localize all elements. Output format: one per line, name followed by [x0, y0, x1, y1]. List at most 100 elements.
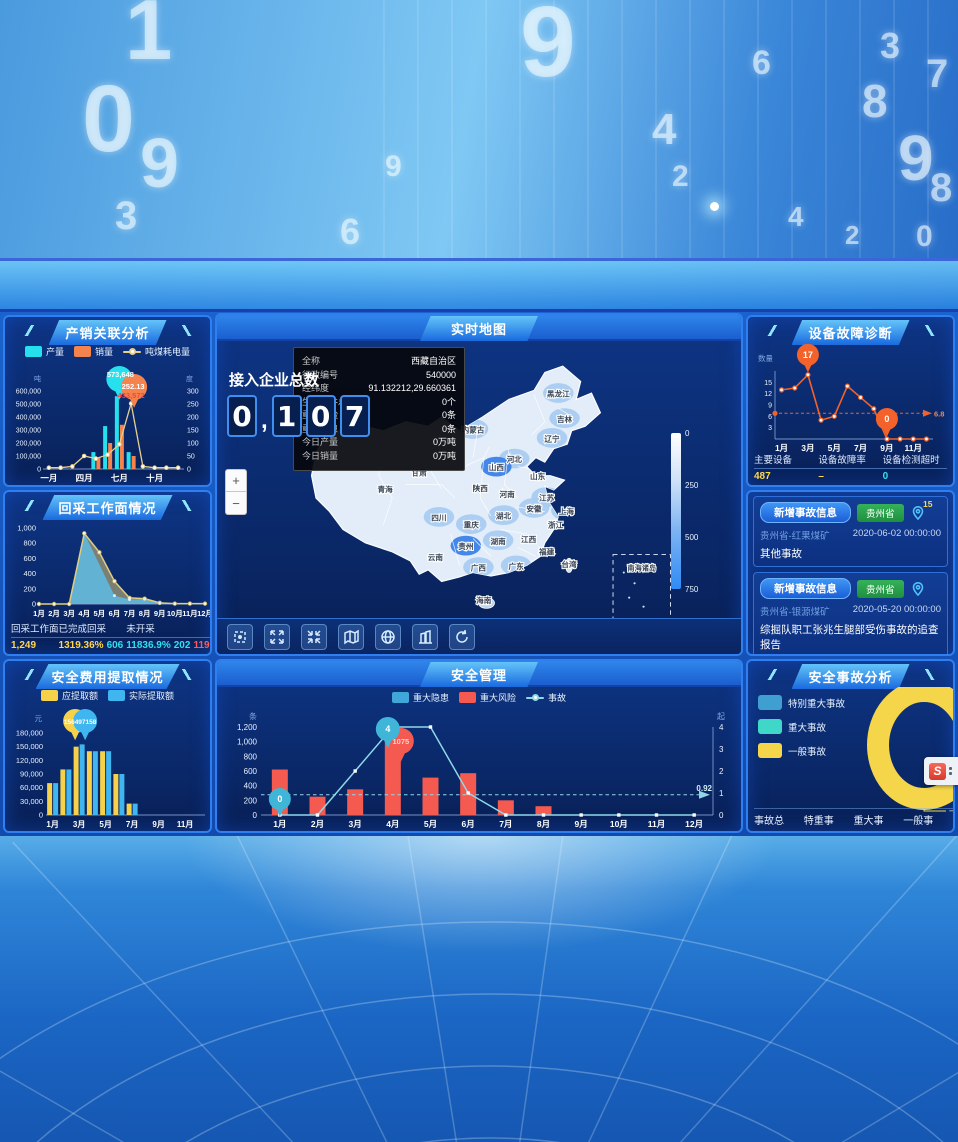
zoom-out-button[interactable]: − — [225, 492, 247, 515]
new-accident-button[interactable]: 新增事故信息 — [760, 578, 851, 599]
stat-item: 主要设备 487 — [754, 452, 819, 482]
background-number: 4 — [652, 105, 677, 154]
svg-text:800: 800 — [23, 539, 36, 548]
stat-label: 设备故障率 — [818, 452, 883, 469]
svg-text:1月: 1月 — [273, 819, 286, 829]
background-number: 8 — [862, 75, 888, 127]
accident-analysis-legend: 特别重大事故 重大事故 一般事故 — [758, 695, 845, 758]
device-fault-chart: 数量 15 12 9 6 3 1月 3月 5月 7月 9月 11月 6.8 17 0 — [749, 343, 953, 455]
accident-date: 2020-06-02 00:00:00 — [852, 528, 941, 539]
background-number: 3 — [880, 25, 901, 66]
crop-icon[interactable] — [227, 623, 253, 650]
legend-label: 产量 — [45, 347, 64, 357]
svg-text:150: 150 — [187, 428, 199, 435]
refresh-icon[interactable] — [449, 623, 475, 650]
panel-safety-fee: 安全费用提取情况 应提取额 实际提取额 元 180,000 150,000 120,00… — [3, 659, 212, 833]
tooltip-row: 行政编号 540000 — [302, 369, 456, 380]
stat-item: 设备故障率 – — [818, 452, 883, 482]
background-number: 4 — [788, 201, 804, 232]
globe-icon[interactable] — [375, 623, 401, 650]
province-label: 台湾 — [561, 559, 577, 569]
counter-digit: 7 — [339, 395, 370, 437]
svg-text:1,200: 1,200 — [237, 723, 258, 732]
svg-text:3月: 3月 — [73, 820, 85, 829]
background-number: 2 — [845, 220, 860, 250]
building-icon[interactable] — [412, 623, 438, 650]
svg-text:9: 9 — [768, 403, 772, 410]
legend-swatch — [73, 346, 91, 357]
svg-text:60,000: 60,000 — [20, 783, 43, 792]
stat-value: 487 — [754, 471, 771, 482]
accident-card: 新增事故信息 贵州省 贵州省-银源煤矿 2020-05-20 00:00:00 综掘队职… — [753, 572, 948, 654]
background-number: 0 — [82, 66, 135, 172]
svg-text:8月: 8月 — [537, 819, 550, 829]
map-body[interactable]: 黑龙江 吉林 辽宁 内蒙古 河北 山西 陕西 山东 河南 江苏 安徽 上海 浙江 湖北 重庆 四川 甘肃 青海 湖南… — [217, 341, 741, 621]
svg-text:0: 0 — [32, 600, 36, 609]
svg-text:15: 15 — [764, 380, 772, 387]
svg-text:200: 200 — [244, 796, 258, 805]
legend-swatch — [24, 346, 42, 357]
floating-widget-icon[interactable]: S — [929, 762, 946, 780]
svg-text:0: 0 — [37, 467, 41, 474]
svg-text:1月: 1月 — [46, 820, 58, 829]
svg-text:起: 起 — [717, 712, 725, 721]
svg-text:1: 1 — [719, 789, 724, 798]
legend-swatch — [526, 694, 544, 701]
panel-title-device-fault: 设备故障诊断 — [791, 320, 910, 345]
legend-item: 事故 — [526, 691, 566, 704]
svg-text:5月: 5月 — [828, 443, 841, 453]
collapse-icon[interactable] — [301, 623, 327, 650]
title-slash-right — [179, 325, 194, 336]
safety-mgmt-chart: 条 起 1,200 1,000 800 600 400 200 0 4 3 2 1 0 1月 2月 3月 4月 5月… — [219, 703, 741, 831]
legend-swatch — [758, 695, 782, 710]
province-badge[interactable]: 贵州省 — [857, 503, 904, 522]
scale-tick: 750 — [685, 585, 699, 594]
province-label: 安徽 — [526, 504, 542, 514]
map-icon[interactable] — [338, 623, 364, 650]
title-slash-right — [922, 669, 937, 680]
svg-text:1075: 1075 — [392, 737, 409, 746]
legend-item: 实际提取额 — [108, 689, 174, 702]
expand-icon[interactable] — [264, 623, 290, 650]
new-accident-button[interactable]: 新增事故信息 — [760, 502, 851, 523]
total-enterprises-label: 接入企业总数 — [229, 372, 320, 389]
province-label: 广东 — [508, 561, 524, 571]
svg-text:7月: 7月 — [854, 443, 867, 453]
svg-text:10月: 10月 — [610, 819, 628, 829]
svg-text:7月: 7月 — [126, 820, 138, 829]
svg-text:600: 600 — [244, 767, 258, 776]
legend-label: 事故 — [548, 693, 567, 703]
safety-mgmt-header-bar: 安全管理 — [217, 661, 741, 687]
zoom-in-button[interactable]: + — [225, 469, 247, 492]
dashboard-header-band — [0, 258, 958, 312]
svg-text:200: 200 — [23, 584, 36, 593]
device-fault-stats: 主要设备 487 设备故障率 – 设备检测超时 0 — [754, 452, 947, 482]
background-number: 1 — [125, 0, 173, 78]
legend-item: 销量 — [73, 345, 113, 358]
pin-count-badge: 15 — [923, 498, 933, 509]
svg-text:2月: 2月 — [48, 609, 60, 618]
title-slash-right — [179, 669, 194, 680]
floating-widget-menu-dots — [949, 767, 952, 775]
title-slash-left — [21, 669, 36, 680]
panel-mining-face: 回采工作面情况 1,000 800 600 400 200 0 1月 2月 3月 4月 5月 6月 7月… — [3, 490, 212, 656]
location-pin-icon[interactable]: 15 — [910, 499, 933, 521]
svg-text:2: 2 — [719, 767, 724, 776]
svg-text:7月: 7月 — [124, 609, 136, 618]
panel-accident-feed: 新增事故信息 贵州省 15 贵州省-红果煤矿 2020-06-02 00:00:00 其他… — [746, 490, 955, 656]
legend-item: 产量 — [24, 345, 64, 358]
svg-text:250: 250 — [187, 402, 199, 409]
dashboard-board: 产销关联分析 产量 销量 吨煤耗电量 吨度 600,000 500,000 400,000… — [0, 312, 958, 836]
legend-label: 特别重大事故 — [788, 698, 846, 710]
floating-widget[interactable]: S — [924, 757, 958, 785]
stat-label: 主要设备 — [754, 452, 819, 469]
location-pin-icon[interactable] — [910, 581, 926, 597]
svg-text:5月: 5月 — [94, 609, 106, 618]
province-label: 上海 — [559, 506, 575, 516]
province-label: 山东 — [530, 471, 546, 481]
panel-production-sales: 产销关联分析 产量 销量 吨煤耗电量 吨 度 600,000 500,000 400,000… — [3, 315, 212, 487]
province-badge[interactable]: 贵州省 — [857, 579, 904, 598]
